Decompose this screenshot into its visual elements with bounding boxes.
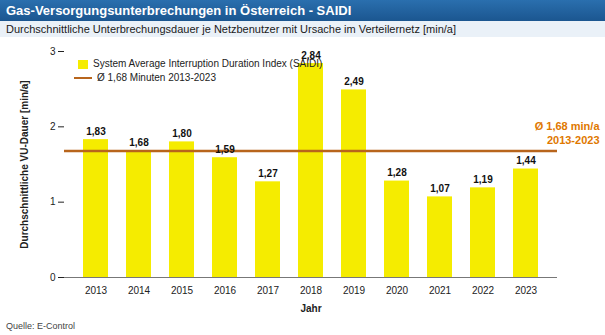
svg-text:1: 1 (50, 196, 56, 207)
svg-text:2023: 2023 (515, 285, 538, 296)
svg-text:2017: 2017 (257, 285, 280, 296)
svg-text:1,07: 1,07 (430, 183, 450, 194)
svg-text:2019: 2019 (343, 285, 366, 296)
svg-text:2013: 2013 (85, 285, 108, 296)
svg-text:2013-2023: 2013-2023 (547, 134, 600, 146)
svg-text:3: 3 (50, 46, 56, 57)
svg-text:1,83: 1,83 (86, 126, 106, 137)
svg-text:1,59: 1,59 (215, 144, 235, 155)
svg-text:2,84: 2,84 (301, 49, 321, 61)
svg-text:Jahr: Jahr (300, 303, 321, 314)
svg-text:2021: 2021 (429, 285, 452, 296)
html-text:Gas-Versorgungsunterbrechungen: Gas-Versorgungsunterbrechungen in Österr… (6, 3, 352, 18)
svg-text:2016: 2016 (214, 285, 237, 296)
svg-text:2,49: 2,49 (344, 76, 364, 87)
svg-text:1,27: 1,27 (258, 168, 278, 179)
svg-text:Durchschnittliche VU-Dauer [mi: Durchschnittliche VU-Dauer [min/a] (19, 80, 30, 248)
svg-text:1,80: 1,80 (172, 128, 192, 139)
svg-text:1,68: 1,68 (129, 137, 149, 148)
svg-text:Ø 1,68 min/a: Ø 1,68 min/a (535, 120, 601, 132)
svg-text:2020: 2020 (386, 285, 409, 296)
svg-text:2014: 2014 (128, 285, 151, 296)
svg-text:2018: 2018 (300, 285, 323, 296)
html-text:Quelle: E-Control: Quelle: E-Control (6, 321, 75, 331)
svg-text:1,28: 1,28 (387, 167, 407, 178)
html-text:Durchschnittliche Unterbrechun: Durchschnittliche Unterbrechungsdauer je… (6, 23, 456, 35)
svg-text:0: 0 (50, 272, 56, 283)
svg-text:1,19: 1,19 (473, 174, 493, 185)
svg-text:2: 2 (50, 121, 56, 132)
svg-text:1,44: 1,44 (516, 155, 536, 166)
svg-text:2022: 2022 (472, 285, 495, 296)
svg-text:2015: 2015 (171, 285, 194, 296)
html-text:Ø 1,68 Minuten 2013-2023: Ø 1,68 Minuten 2013-2023 (97, 72, 216, 83)
html-text:System Average Interruption Du: System Average Interruption Duration Ind… (93, 58, 323, 69)
